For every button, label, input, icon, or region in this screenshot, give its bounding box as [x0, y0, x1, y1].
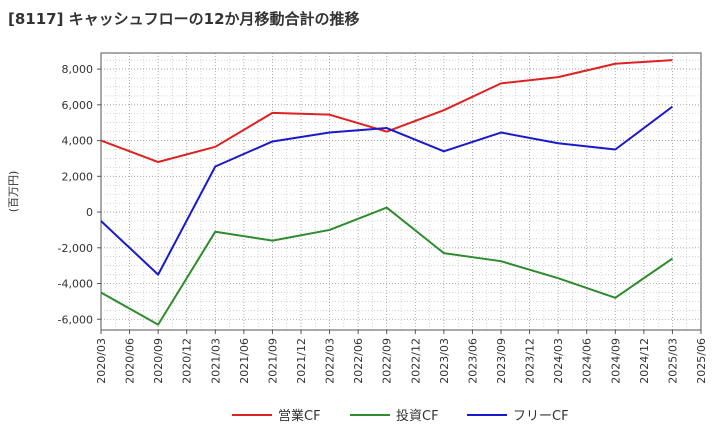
- x-tick-label: 2021/09: [266, 338, 279, 384]
- legend-label: フリーCF: [513, 409, 569, 424]
- grid-layer: [100, 53, 702, 330]
- x-tick-label: 2020/06: [124, 338, 137, 384]
- x-tick-label: 2024/12: [638, 338, 651, 384]
- plot-frame: [100, 52, 702, 331]
- x-tick-label: 2024/09: [609, 338, 622, 384]
- x-tick-label: 2020/12: [181, 338, 194, 384]
- x-tick-label: 2023/12: [524, 338, 537, 384]
- x-tick-label: 2022/03: [324, 338, 337, 384]
- y-axis-label: (百万円): [7, 171, 20, 213]
- y-tick-label: -4,000: [58, 278, 93, 291]
- y-tick-label: -6,000: [58, 313, 93, 326]
- x-tick-label: 2021/03: [209, 338, 222, 384]
- x-tick-label: 2021/12: [295, 338, 308, 384]
- y-axis-ticks: -6,000 -4,000 -2,000 0 2,000 4,000 6,000 8,000: [58, 63, 101, 326]
- x-tick-label: 2023/09: [495, 338, 508, 384]
- x-tick-label: 2022/06: [352, 338, 365, 384]
- x-tick-label: 2025/06: [695, 338, 708, 384]
- x-tick-label: 2023/03: [438, 338, 451, 384]
- legend-label: 投資CF: [396, 408, 439, 424]
- y-tick-label: 0: [86, 206, 93, 219]
- x-tick-label: 2025/03: [666, 338, 679, 384]
- x-axis-ticks: 2020/03 2020/06 2020/09 2020/12 2021/03 2021/…: [95, 330, 708, 384]
- y-tick-label: 8,000: [62, 63, 94, 76]
- x-tick-label: 2020/09: [152, 338, 165, 384]
- chart-title: [8117] キャッシュフローの12か月移動合計の推移: [8, 10, 360, 28]
- x-tick-label: 2024/03: [552, 338, 565, 384]
- series-layer: [100, 59, 674, 326]
- x-tick-label: 2020/03: [95, 338, 108, 384]
- y-tick-label: 6,000: [62, 99, 94, 112]
- x-tick-label: 2024/06: [581, 338, 594, 384]
- x-tick-label: 2021/06: [238, 338, 251, 384]
- legend: 営業CF 投資CF フリーCF: [232, 408, 569, 424]
- x-tick-label: 2022/09: [381, 338, 394, 384]
- y-tick-label: -2,000: [58, 242, 93, 255]
- legend-label: 営業CF: [278, 408, 321, 424]
- y-tick-label: 4,000: [62, 135, 94, 148]
- x-tick-label: 2022/12: [409, 338, 422, 384]
- y-tick-label: 2,000: [62, 170, 94, 183]
- x-tick-label: 2023/06: [466, 338, 479, 384]
